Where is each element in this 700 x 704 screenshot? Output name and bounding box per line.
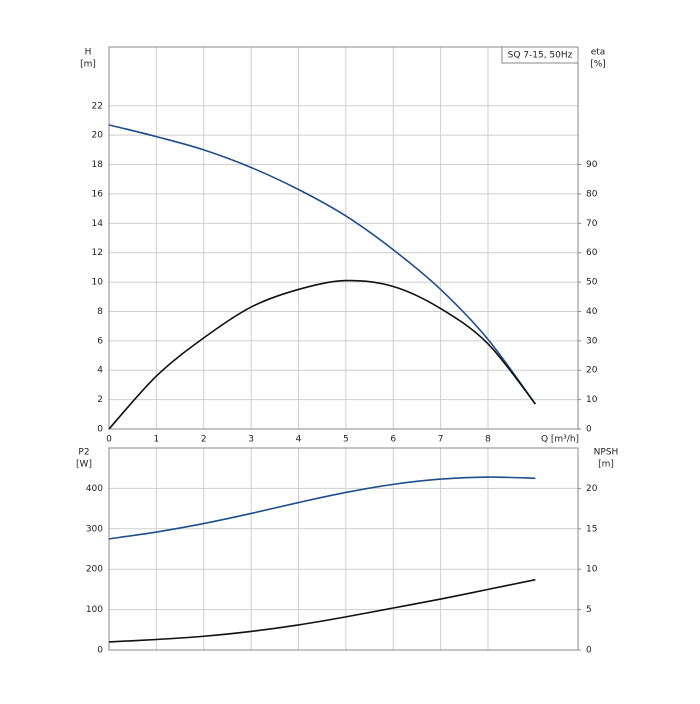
y2-axis-label: eta	[591, 48, 606, 58]
y2-tick-label: 80	[586, 189, 598, 199]
y2-tick-label: 15	[586, 524, 597, 534]
x-axis-label: Q [m³/h]	[541, 435, 579, 445]
y2-tick-label: 70	[586, 219, 598, 229]
y-tick-label: 6	[97, 336, 103, 346]
curve	[108, 279, 536, 430]
curve	[108, 124, 537, 405]
y2-tick-label: 0	[586, 425, 592, 435]
plot-frame	[108, 46, 579, 430]
y2-tick-label: 90	[586, 160, 598, 170]
x-tick-label: 1	[154, 435, 160, 445]
x-tick-label: 7	[438, 435, 444, 445]
y-tick-label: 400	[86, 484, 103, 494]
y2-axis-unit: [m]	[598, 460, 614, 470]
y-tick-label: 16	[92, 189, 104, 199]
y2-tick-label: 10	[586, 565, 598, 575]
y2-axis-unit: [%]	[590, 60, 606, 70]
y2-axis-label: NPSH	[594, 448, 619, 458]
legend-box	[501, 46, 579, 64]
y-tick-label: 100	[86, 605, 103, 615]
y-tick-label: 18	[92, 160, 104, 170]
y-tick-label: 0	[97, 425, 103, 435]
y-tick-label: 2	[97, 395, 103, 405]
y-axis-unit: [W]	[76, 460, 92, 470]
curve	[108, 578, 536, 643]
y2-tick-label: 30	[586, 336, 598, 346]
y-tick-label: 10	[92, 278, 104, 288]
x-tick-label: 2	[201, 435, 207, 445]
y-tick-label: 0	[97, 646, 103, 656]
y2-tick-label: 60	[586, 248, 598, 258]
curve	[108, 476, 536, 540]
y-tick-label: 22	[92, 101, 103, 111]
x-tick-label: 4	[296, 435, 302, 445]
y-tick-label: 12	[92, 248, 103, 258]
legend-title: SQ 7-15, 50Hz	[508, 51, 573, 61]
y-tick-label: 4	[97, 366, 103, 376]
y-axis-label: P2	[78, 448, 89, 458]
y-tick-label: 20	[92, 131, 104, 141]
y2-tick-label: 0	[586, 646, 592, 656]
x-tick-label: 8	[485, 435, 491, 445]
y2-tick-label: 20	[586, 366, 598, 376]
y2-tick-label: 40	[586, 307, 598, 317]
y-tick-label: 14	[92, 219, 104, 229]
y2-tick-label: 5	[586, 605, 592, 615]
y2-tick-label: 50	[586, 278, 598, 288]
y-axis-label: H	[85, 48, 92, 58]
y2-tick-label: 20	[586, 484, 598, 494]
y2-tick-label: 10	[586, 395, 598, 405]
x-tick-label: 5	[343, 435, 349, 445]
x-tick-label: 0	[106, 435, 112, 445]
y-axis-unit: [m]	[80, 60, 96, 70]
plot-frame	[108, 447, 579, 651]
x-tick-label: 6	[390, 435, 396, 445]
y-tick-label: 300	[86, 524, 103, 534]
y-tick-label: 8	[97, 307, 103, 317]
y-tick-label: 200	[86, 565, 103, 575]
x-tick-label: 3	[248, 435, 254, 445]
